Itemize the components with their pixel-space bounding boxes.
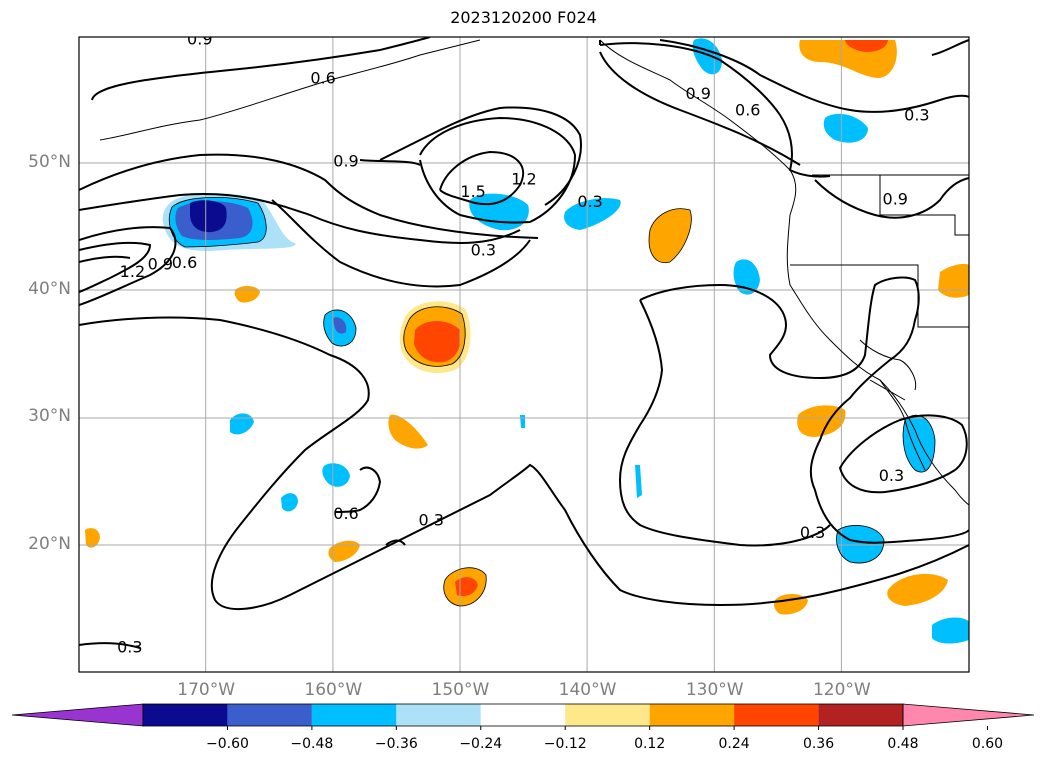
patch-outlines [168,197,936,607]
positive-anomaly-patch [455,577,478,597]
colorbar-tick-label: −0.12 [543,736,587,752]
lat-label: 30°N [28,406,71,427]
colorbar-tick-label: 0.60 [971,736,1004,752]
coastlines [99,39,969,506]
negative-anomaly-patch [903,415,935,473]
map-title: 2023120200 F024 [450,8,597,27]
contour-label: 0.3 [117,638,142,657]
colorbar-frame [142,703,904,727]
contour-label: 0.3 [471,241,496,260]
contour-label: 1.2 [120,262,145,281]
contour-label: 1.2 [511,169,536,188]
positive-anomaly-patch [845,40,888,52]
contour-label: 0.3 [418,510,443,529]
map-gridlines [79,37,969,672]
contour-label: 0.9 [333,151,358,170]
negative-anomaly-patch [635,465,642,498]
contour-label: 0.3 [577,192,602,211]
colorbar-segment [480,704,566,726]
shaded-anomalies [85,38,969,644]
lon-label: 120°W [812,680,871,700]
positive-anomaly-patch [388,414,428,449]
positive-anomaly-patch [649,208,692,263]
lon-label: 130°W [685,680,744,700]
colorbar-segment [143,704,228,726]
negative-anomaly-patch [230,413,254,435]
negative-anomaly-patch [733,259,760,295]
positive-anomaly-patch [887,573,948,606]
contour-label: 0.9 [148,255,173,274]
colorbar-tick-label: 0.24 [718,736,750,752]
colorbar-extend-low [11,703,144,727]
colorbar-segment [396,704,481,726]
negative-anomaly-patch [333,317,347,334]
negative-anomaly-patch [692,38,722,75]
colorbar-tick-label: −0.48 [290,736,334,752]
negative-anomaly-patch [281,493,298,512]
colorbar-extend-high [902,703,1035,727]
negative-anomaly-patch [836,525,884,564]
negative-anomaly-patch [520,415,525,428]
contour-label: 0.6 [310,69,335,88]
lat-label: 50°N [28,151,71,172]
negative-anomaly-patch [322,463,350,487]
contour-label: 0.3 [800,523,825,542]
negative-anomaly-patch [564,198,621,230]
colorbar-tick-label: −0.60 [205,736,249,752]
contour-label: 1.5 [460,182,485,201]
colorbar-segment [818,704,903,726]
contour-lines [79,37,969,649]
colorbar-segment [734,704,819,726]
colorbar [11,703,1035,730]
positive-anomaly-patch [938,263,969,298]
contour-label: 0.9 [883,190,908,209]
lat-label: 20°N [28,533,71,554]
positive-anomaly-patch [328,540,360,562]
colorbar-tick-label: −0.36 [374,736,418,752]
colorbar-segment [227,704,312,726]
colorbar-tick-label: 0.48 [887,736,919,752]
lon-label: 170°W [177,680,236,700]
lat-label: 40°N [28,279,71,300]
contour-label: 0.6 [735,101,760,120]
negative-anomaly-patch [932,617,969,644]
contour-labels: 0.90.60.91.51.20.30.30.90.6 0.30.91.2 0.90… [117,29,929,657]
colorbar-tick-label: 0.12 [634,736,666,752]
lon-label: 150°W [431,680,490,700]
positive-anomaly-patch [234,286,260,303]
negative-anomaly-patch [823,113,868,143]
contour-label: 0.3 [904,106,929,125]
negative-anomaly-patch [162,193,296,251]
colorbar-segment [565,704,650,726]
contour-label: 0.6 [333,504,358,523]
map-frame [78,36,970,673]
positive-anomaly-patch [85,528,100,548]
contour-label: 0.9 [187,29,212,48]
colorbar-segment [311,704,397,726]
colorbar-tick-label: −0.24 [459,736,503,752]
contour-label: 0.6 [172,253,197,272]
colorbar-tick-label: 0.36 [802,736,835,752]
positive-anomaly-patch [399,301,471,374]
lon-label: 160°W [304,680,363,700]
lon-label: 140°W [558,680,617,700]
colorbar-segment [649,704,735,726]
contour-label: 0.9 [685,84,710,103]
contour-label: 0.3 [879,466,904,485]
